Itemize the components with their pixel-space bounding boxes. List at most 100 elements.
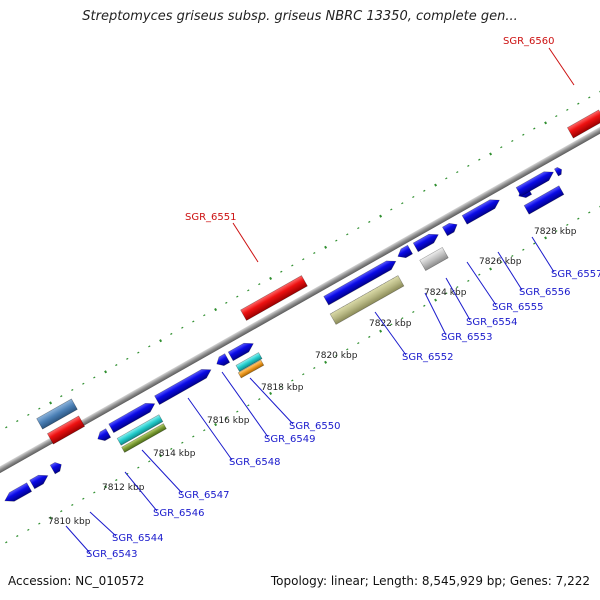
lower-tick-track: [5, 205, 600, 544]
gene-leader-line: [141, 449, 183, 494]
tick-mark: [500, 261, 503, 264]
gene-feature[interactable]: [442, 220, 459, 237]
tick-mark: [445, 292, 448, 295]
tick-mark: [401, 317, 404, 320]
gene-label[interactable]: SGR_6547: [178, 490, 230, 501]
gene-feature[interactable]: [2, 482, 33, 505]
gene-label[interactable]: SGR_6554: [466, 317, 518, 328]
upper-tick-track: [5, 90, 600, 429]
gene-label[interactable]: SGR_6555: [492, 302, 544, 313]
tick-mark: [93, 491, 96, 494]
tick-mark: [489, 267, 493, 271]
tick-mark: [214, 423, 218, 427]
gene-label[interactable]: SGR_6556: [519, 287, 571, 298]
tick-mark: [346, 348, 349, 351]
tick-mark: [170, 332, 173, 335]
gene-label[interactable]: SGR_6546: [153, 508, 205, 519]
gene-feature[interactable]: [329, 275, 405, 325]
gene-label[interactable]: SGR_6557: [551, 269, 600, 280]
gene-feature[interactable]: [116, 414, 164, 446]
gene-feature[interactable]: [395, 244, 413, 261]
gene-feature[interactable]: [154, 365, 214, 406]
tick-mark: [280, 385, 283, 388]
tick-mark: [16, 535, 19, 538]
tick-mark: [93, 376, 96, 379]
tick-mark: [357, 342, 360, 345]
tick-mark: [60, 510, 63, 513]
tick-mark: [544, 236, 548, 240]
tick-mark: [104, 485, 108, 489]
gene-feature[interactable]: [95, 428, 112, 444]
tick-mark: [456, 171, 459, 174]
tick-mark: [533, 127, 536, 130]
tick-mark: [159, 339, 163, 343]
gene-label[interactable]: SGR_6560: [503, 36, 555, 47]
tick-mark: [5, 426, 8, 429]
gene-label[interactable]: SGR_6544: [112, 533, 164, 544]
tick-mark: [192, 435, 195, 438]
gene-feature[interactable]: [419, 246, 449, 272]
kbp-tick-label: 7828 kbp: [534, 227, 577, 237]
tick-mark: [434, 298, 438, 302]
tick-mark: [423, 304, 426, 307]
tick-mark: [148, 345, 151, 348]
gene-label[interactable]: SGR_6543: [86, 549, 138, 560]
gene-label[interactable]: SGR_6550: [289, 421, 341, 432]
gene-label[interactable]: SGR_6552: [402, 352, 454, 363]
gene-feature[interactable]: [121, 423, 167, 453]
gene-feature[interactable]: [523, 185, 565, 215]
tick-mark: [170, 447, 173, 450]
kbp-tick-label: 7822 kbp: [369, 319, 412, 329]
tick-mark: [335, 239, 338, 242]
tick-mark: [511, 255, 514, 258]
tick-mark: [368, 335, 371, 338]
tick-mark: [71, 388, 74, 391]
tick-mark: [291, 264, 294, 267]
gene-leader-line: [249, 377, 294, 425]
tick-mark: [434, 183, 438, 187]
kbp-tick-label: 7824 kbp: [424, 288, 467, 298]
gene-feature[interactable]: [240, 275, 308, 321]
tick-mark: [588, 211, 591, 214]
gene-label[interactable]: SGR_6551: [185, 212, 237, 223]
tick-mark: [115, 479, 118, 482]
gene-feature[interactable]: [566, 109, 600, 139]
gene-feature[interactable]: [323, 257, 399, 306]
gene-leader-line: [232, 222, 259, 263]
tick-mark: [115, 364, 118, 367]
gene-feature[interactable]: [554, 166, 563, 177]
gene-feature[interactable]: [29, 471, 51, 490]
tick-mark: [247, 289, 250, 292]
gene-feature[interactable]: [515, 168, 556, 197]
gene-feature[interactable]: [46, 415, 86, 445]
gene-feature[interactable]: [214, 353, 231, 369]
kbp-tick-label: 7826 kbp: [479, 257, 522, 267]
gene-feature[interactable]: [235, 352, 263, 372]
genome-backbone: [0, 100, 600, 500]
tick-mark: [313, 367, 316, 370]
gene-feature[interactable]: [49, 460, 64, 475]
gene-label[interactable]: SGR_6553: [441, 332, 493, 343]
tick-mark: [379, 329, 383, 333]
tick-mark: [49, 516, 53, 520]
gene-feature[interactable]: [237, 359, 265, 379]
tick-mark: [247, 404, 250, 407]
tick-mark: [544, 121, 548, 125]
gene-label[interactable]: SGR_6548: [229, 457, 281, 468]
gene-feature[interactable]: [412, 230, 441, 253]
tick-mark: [467, 164, 470, 167]
gene-feature[interactable]: [108, 399, 157, 434]
tick-mark: [236, 410, 239, 413]
genome-title: Streptomyces griseus subsp. griseus NBRC…: [82, 9, 518, 24]
tick-mark: [335, 354, 338, 357]
gene-feature[interactable]: [227, 339, 256, 362]
tick-mark: [478, 273, 481, 276]
tick-mark: [49, 401, 53, 405]
tick-mark: [511, 140, 514, 143]
gene-feature[interactable]: [36, 398, 78, 430]
gene-label[interactable]: SGR_6549: [264, 434, 316, 445]
tick-mark: [291, 379, 294, 382]
gene-feature[interactable]: [461, 196, 502, 225]
tick-mark: [390, 323, 393, 326]
